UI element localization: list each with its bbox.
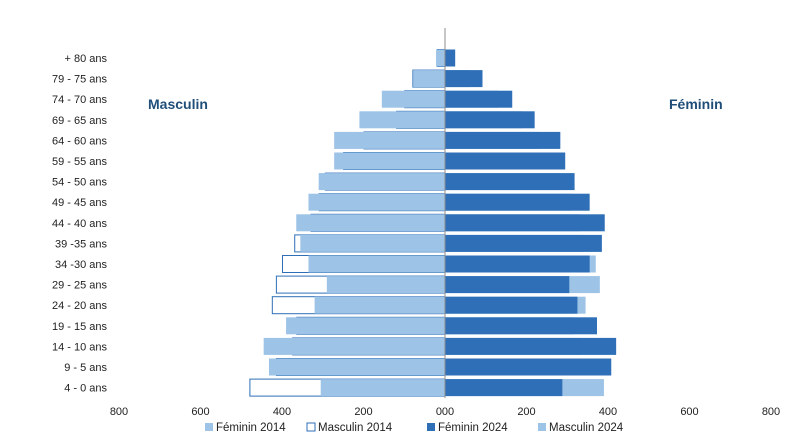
- x-tick-label: 200: [354, 406, 372, 418]
- bar-feminin-2024: [445, 193, 590, 211]
- x-tick-label: 600: [680, 406, 698, 418]
- legend-swatch: [427, 423, 435, 431]
- x-axis-ticks: 800 600 400 200 000 200 400 600 800: [110, 406, 780, 418]
- age-group-label: 19 - 15 ans: [52, 321, 108, 333]
- age-group-label: 69 - 65 ans: [52, 115, 108, 127]
- bar-feminin-2024: [445, 276, 570, 294]
- bar-masculin-2024: [318, 173, 445, 191]
- bar-feminin-2024: [445, 90, 513, 108]
- legend-label: Féminin 2014: [216, 422, 286, 434]
- age-group-label: 49 - 45 ans: [52, 197, 108, 209]
- bar-feminin-2024: [445, 70, 483, 88]
- bar-masculin-2024: [436, 49, 445, 67]
- legend-label: Masculin 2024: [549, 422, 624, 434]
- x-tick-label: 400: [273, 406, 291, 418]
- legend-swatch: [306, 422, 316, 432]
- age-group-label: 4 - 0 ans: [64, 383, 107, 395]
- bar-feminin-2024: [445, 358, 612, 376]
- left-side-label: Masculin: [148, 96, 208, 112]
- age-group-label: 34 -30 ans: [55, 259, 107, 271]
- bar-masculin-2024: [334, 131, 445, 149]
- bar-masculin-2024: [320, 379, 445, 397]
- legend-swatch: [205, 423, 213, 431]
- bar-feminin-2024: [445, 337, 617, 355]
- age-group-label: 29 - 25 ans: [52, 280, 108, 292]
- legend-swatch: [538, 423, 546, 431]
- x-tick-label: 600: [191, 406, 209, 418]
- age-group-label: 24 - 20 ans: [52, 300, 108, 312]
- x-tick-label: 000: [436, 406, 454, 418]
- bar-feminin-2024: [445, 111, 535, 129]
- bars-layer: [249, 49, 617, 397]
- bar-feminin-2024: [445, 152, 566, 170]
- age-group-label: 54 - 50 ans: [52, 177, 108, 189]
- bar-feminin-2024: [445, 317, 597, 335]
- age-group-label: 59 - 55 ans: [52, 156, 108, 168]
- legend-label: Masculin 2014: [318, 422, 393, 434]
- bar-masculin-2024: [308, 255, 445, 273]
- age-group-label: 74 - 70 ans: [52, 94, 108, 106]
- bar-masculin-2024: [300, 234, 445, 252]
- bar-masculin-2024: [263, 337, 445, 355]
- bar-masculin-2024: [296, 214, 445, 232]
- bar-feminin-2024: [445, 379, 563, 397]
- legend: Féminin 2014 Masculin 2014 Féminin 2024 Mas…: [205, 422, 624, 434]
- bar-masculin-2024: [413, 70, 445, 88]
- age-group-label: 79 - 75 ans: [52, 74, 108, 86]
- bar-feminin-2024: [445, 296, 578, 314]
- bar-masculin-2024: [286, 317, 445, 335]
- bar-masculin-2024: [314, 296, 445, 314]
- legend-label: Féminin 2024: [438, 422, 508, 434]
- bar-feminin-2024: [445, 173, 575, 191]
- right-side-label: Féminin: [669, 96, 723, 112]
- bar-masculin-2024: [326, 276, 445, 294]
- bar-feminin-2024: [445, 131, 561, 149]
- bar-feminin-2024: [445, 255, 590, 273]
- x-tick-label: 400: [599, 406, 617, 418]
- x-tick-label: 800: [110, 406, 128, 418]
- age-group-label: 39 -35 ans: [55, 238, 107, 250]
- age-group-label: 14 - 10 ans: [52, 341, 108, 353]
- x-tick-label: 800: [762, 406, 780, 418]
- bar-masculin-2024: [334, 152, 445, 170]
- bar-feminin-2024: [445, 234, 602, 252]
- age-group-labels: + 80 ans 79 - 75 ans 74 - 70 ans 69 - 65 an…: [52, 53, 108, 395]
- bar-feminin-2024: [445, 214, 605, 232]
- bar-masculin-2024: [268, 358, 445, 376]
- bar-masculin-2024: [381, 90, 445, 108]
- bar-masculin-2024: [308, 193, 445, 211]
- bar-masculin-2024: [359, 111, 445, 129]
- age-group-label: 9 - 5 ans: [64, 362, 107, 374]
- x-tick-label: 200: [517, 406, 535, 418]
- age-group-label: 64 - 60 ans: [52, 135, 108, 147]
- age-group-label: + 80 ans: [64, 53, 107, 65]
- age-group-label: 44 - 40 ans: [52, 218, 108, 230]
- bar-feminin-2024: [445, 49, 456, 67]
